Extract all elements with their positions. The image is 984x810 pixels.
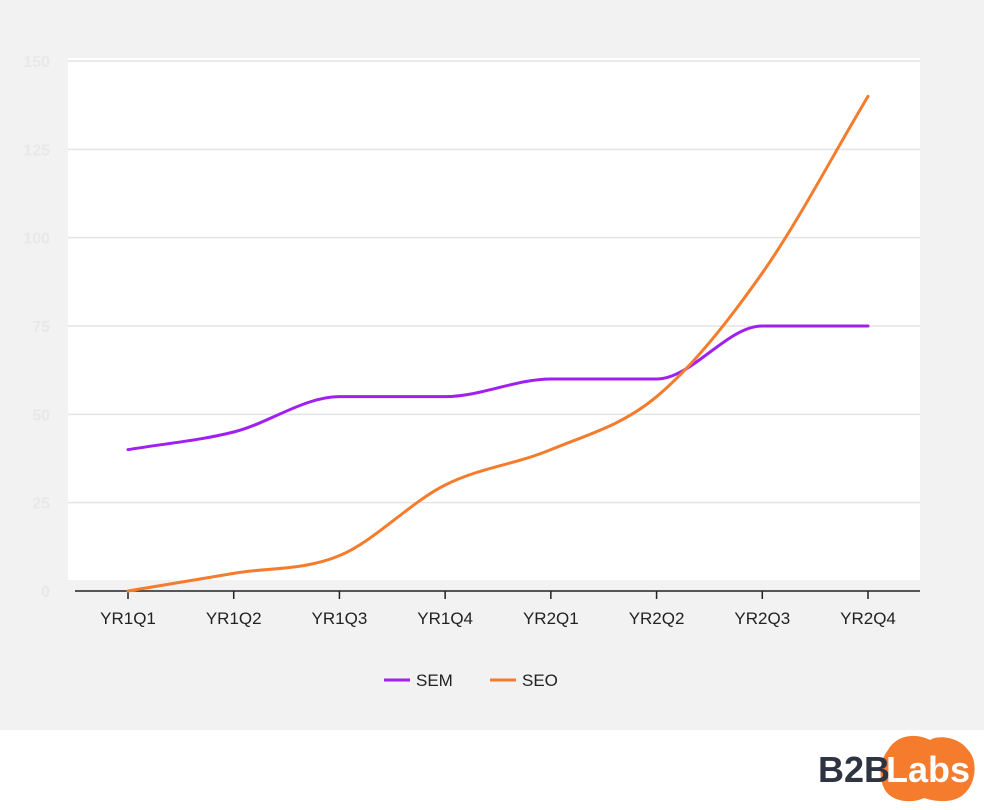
y-tick-label: 75	[32, 319, 50, 336]
logo-text-b2b: B2B	[818, 749, 890, 790]
x-tick-label: YR1Q2	[206, 609, 262, 628]
series-line-seo	[126, 94, 870, 593]
legend-label-seo: SEO	[522, 671, 558, 690]
x-axis-ticks: YR1Q1 YR1Q2 YR1Q3 YR1Q4 YR2Q1 YR2Q2 YR2Q3 YR2Q4	[100, 609, 896, 628]
x-tick-label: YR1Q3	[312, 609, 368, 628]
y-tick-label: 25	[32, 496, 50, 513]
y-tick-label: 0	[41, 584, 50, 601]
x-tick-label: YR2Q4	[840, 609, 896, 628]
x-tick-label: YR2Q2	[629, 609, 685, 628]
b2b-labs-logo: B2B Labs	[818, 735, 975, 802]
logo-text-labs: Labs	[886, 749, 970, 790]
line-chart: 0 25 50 75 100 125 150 YR1Q1 YR1Q2 YR1Q3 YR1Q4 YR2…	[23, 54, 920, 690]
x-axis	[75, 590, 920, 599]
y-tick-label: 50	[32, 407, 50, 424]
grid-lines	[68, 60, 920, 504]
legend-label-sem: SEM	[416, 671, 453, 690]
x-tick-label: YR2Q3	[734, 609, 790, 628]
y-tick-label: 125	[23, 142, 50, 159]
series-lines	[126, 94, 870, 593]
y-tick-label: 150	[23, 54, 50, 71]
plot-area	[68, 58, 920, 580]
y-tick-label: 100	[23, 231, 50, 248]
x-tick-label: YR2Q1	[523, 609, 579, 628]
series-line-sem	[126, 324, 870, 452]
y-axis-ticks: 0 25 50 75 100 125 150	[23, 54, 50, 601]
x-tick-label: YR1Q4	[417, 609, 473, 628]
chart-panel: 0 25 50 75 100 125 150 YR1Q1 YR1Q2 YR1Q3 YR1Q4 YR2…	[0, 0, 984, 730]
legend: SEM SEO	[384, 671, 558, 690]
x-tick-label: YR1Q1	[100, 609, 156, 628]
logo-blob	[880, 735, 975, 802]
